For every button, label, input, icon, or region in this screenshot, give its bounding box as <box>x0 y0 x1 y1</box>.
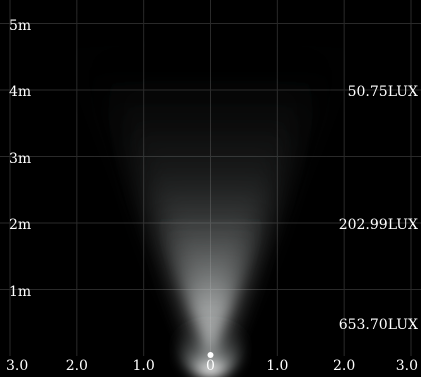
beam-core <box>150 203 271 356</box>
y-tick-3m: 3m <box>9 150 32 167</box>
light-source <box>207 352 214 358</box>
x-tick-right-2: 2.0 <box>333 358 356 374</box>
lux-label-2m: 202.99LUX <box>338 217 418 233</box>
x-tick-left-1: 1.0 <box>132 358 155 374</box>
beam-hotspot <box>176 310 245 377</box>
y-tick-5m: 5m <box>9 17 32 34</box>
x-tick-right-1: 1.0 <box>266 358 289 374</box>
x-tick-left-2: 2.0 <box>65 358 88 374</box>
lux-label-4m: 50.75LUX <box>347 84 418 100</box>
x-tick-center: 0 <box>206 358 215 374</box>
x-tick-right-3: 3.0 <box>395 358 418 374</box>
y-tick-4m: 4m <box>9 84 32 100</box>
lux-label-near: 653.70LUX <box>338 316 418 333</box>
beam-cone <box>92 50 329 356</box>
x-tick-left-3: 3.0 <box>6 358 29 374</box>
light-beam <box>50 10 371 377</box>
y-tick-2m: 2m <box>9 217 32 233</box>
y-tick-1m: 1m <box>9 283 32 300</box>
